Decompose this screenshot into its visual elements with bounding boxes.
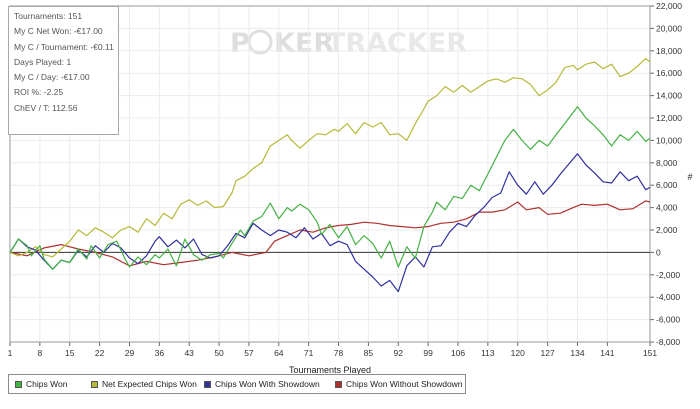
x-tick-label: 57 [244,348,254,358]
y-tick-label: 14,000 [656,91,682,101]
watermark-p: P [230,28,250,59]
stat-per-day: My C / Day: -€17.00 [14,72,90,83]
series-line-chips-won-with-showdown [9,153,651,293]
x-tick-label: 113 [481,348,495,358]
y-tick-label: -6,000 [656,315,680,325]
x-axis-label: Tournaments Played [289,365,371,375]
plot-area-border [9,5,651,343]
x-tick-label: 106 [451,348,465,358]
stat-per-tournament: My C / Tournament: -€0.11 [14,41,114,52]
x-tick-label: 43 [184,348,194,358]
x-tick-label: 127 [541,348,555,358]
x-tick-label: 92 [394,348,404,358]
x-tick-label: 22 [95,348,105,358]
stat-net-won: My C Net Won: -€17.00 [14,26,103,37]
x-tick-label: 99 [423,348,433,358]
watermark-chip-icon [247,29,273,55]
y-tick-label: 4,000 [656,203,678,213]
legend-item-with-showdown[interactable]: Chips Won With Showdown [204,379,320,389]
stat-tournaments: Tournaments: 151 [14,11,83,21]
x-tick-label: 64 [274,348,284,358]
x-tick-label: 134 [570,348,584,358]
legend-label-net-expected: Net Expected Chips Won [102,379,197,389]
legend-label-with-showdown: Chips Won With Showdown [215,379,320,389]
legend-swatch-with-showdown [204,380,211,388]
legend-swatch-chips-won [15,380,22,388]
stat-chev: ChEV / T: 112.56 [14,102,78,113]
stat-days-played: Days Played: 1 [14,56,72,67]
y-tick-label: 6,000 [656,180,678,190]
x-tick-label: 1 [8,348,13,358]
stats-box: Tournaments: 151 My C Net Won: -€17.00 M… [8,6,119,135]
legend-swatch-net-expected [91,380,98,388]
x-tick-label: 8 [37,348,42,358]
x-tick-label: 71 [304,348,314,358]
watermark: P KER TRACKER [230,28,467,59]
legend-label-chips-won: Chips Won [26,379,68,389]
y-tick-label: 16,000 [656,68,682,78]
y-tick-label: -8,000 [656,337,680,347]
x-tick-label: 120 [511,348,525,358]
y-tick-label: 22,000 [656,1,682,11]
series-line-chips-won [9,106,651,270]
watermark-ker: KER [274,28,334,59]
x-tick-label: 151 [643,348,657,358]
x-tick-label: 141 [600,348,614,358]
y-tick-label: 0 [656,247,661,257]
series-line-net-expected-chips-won [9,58,651,258]
legend-item-without-showdown[interactable]: Chips Won Without Showdown [335,379,463,389]
legend-swatch-without-showdown [335,380,342,388]
x-tick-label: 36 [155,348,165,358]
stat-roi: ROI %: -2.25 [14,87,64,98]
y-tick-label: 18,000 [656,46,682,56]
x-tick-label: 50 [214,348,224,358]
y-tick-label: 2,000 [656,225,678,235]
legend-item-net-expected[interactable]: Net Expected Chips Won [91,379,197,389]
x-tick-label: 78 [334,348,344,358]
y-tick-label: 10,000 [656,135,682,145]
y-tick-label: 8,000 [656,158,678,168]
legend-label-without-showdown: Chips Won Without Showdown [346,379,463,389]
axes: -8,000 -6,000 -4,000 -2,000 0 2,000 4,000 6,000… [8,1,683,358]
y-tick-label: -2,000 [656,270,680,280]
series-lines [9,58,651,293]
x-tick-label: 15 [65,348,75,358]
y-tick-label: 12,000 [656,113,682,123]
watermark-tracker: TRACKER [327,28,467,59]
legend: Chips Won Net Expected Chips Won Chips W… [8,374,466,394]
x-tick-label: 85 [364,348,374,358]
x-tick-label: 29 [125,348,135,358]
y-tick-label: -4,000 [656,292,680,302]
legend-item-chips-won[interactable]: Chips Won [15,379,67,389]
axis-labels: Tournaments Played # [289,172,693,375]
y-tick-label: 20,000 [656,23,682,33]
y-axis-unit: # [687,172,692,182]
